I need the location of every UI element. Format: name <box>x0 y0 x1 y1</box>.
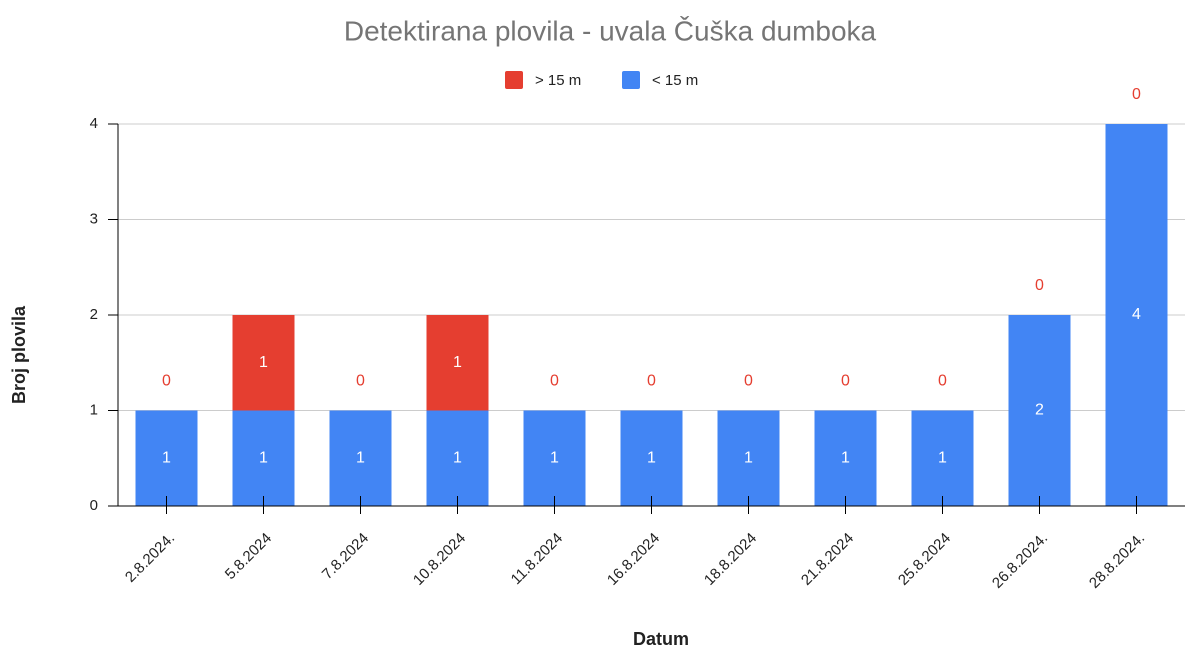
x-tick-label: 7.8.2024 <box>319 530 372 583</box>
legend-swatch <box>505 71 523 89</box>
data-label: 1 <box>841 449 850 466</box>
data-label: 0 <box>162 373 171 390</box>
x-tick-label: 25.8.2024 <box>895 530 954 589</box>
data-label: 1 <box>744 449 753 466</box>
bar <box>717 410 780 506</box>
x-tick-label: 5.8.2024 <box>222 530 275 583</box>
data-label: 1 <box>162 449 171 466</box>
x-tick-label: 2.8.2024. <box>122 530 178 586</box>
data-label: 4 <box>1132 306 1141 323</box>
x-tick-label: 11.8.2024 <box>508 530 566 588</box>
legend-label: > 15 m <box>535 72 581 89</box>
data-label: 0 <box>938 373 947 390</box>
data-label: 0 <box>841 373 850 390</box>
chart-title: Detektirana plovila - uvala Čuška dumbok… <box>344 15 877 46</box>
data-label: 1 <box>550 449 559 466</box>
y-tick-label: 4 <box>90 115 98 132</box>
y-tick-label: 1 <box>90 401 98 418</box>
data-label: 0 <box>550 373 559 390</box>
x-tick-label: 21.8.2024 <box>798 530 857 589</box>
bar <box>232 315 295 411</box>
bar <box>620 410 683 506</box>
x-tick-label: 18.8.2024 <box>701 530 760 589</box>
legend-label: < 15 m <box>652 72 698 89</box>
data-label: 1 <box>938 449 947 466</box>
data-label: 1 <box>259 449 268 466</box>
data-label: 0 <box>647 373 656 390</box>
bar <box>329 410 392 506</box>
bar <box>135 410 198 506</box>
bar <box>426 410 489 506</box>
x-tick-label: 10.8.2024 <box>410 530 469 589</box>
y-tick-label: 0 <box>90 497 98 514</box>
bar <box>814 410 877 506</box>
data-label: 2 <box>1035 402 1044 419</box>
data-label: 0 <box>1035 277 1044 294</box>
x-tick-label: 26.8.2024. <box>989 530 1051 592</box>
bar <box>1008 315 1071 506</box>
bar <box>1105 124 1168 506</box>
data-label: 0 <box>744 373 753 390</box>
bar <box>232 410 295 506</box>
data-label: 0 <box>356 373 365 390</box>
data-label: 1 <box>453 354 462 371</box>
y-tick-label: 3 <box>90 210 98 227</box>
legend-swatch <box>622 71 640 89</box>
data-label: 1 <box>453 449 462 466</box>
x-axis-label: Datum <box>633 629 689 649</box>
data-label: 1 <box>356 449 365 466</box>
x-tick-label: 28.8.2024. <box>1086 530 1148 592</box>
bar <box>426 315 489 411</box>
bar <box>523 410 586 506</box>
data-label: 1 <box>259 354 268 371</box>
y-tick-label: 2 <box>90 306 98 323</box>
y-axis-label: Broj plovila <box>9 305 29 404</box>
x-tick-label: 16.8.2024 <box>604 530 663 589</box>
data-label: 1 <box>647 449 656 466</box>
bar <box>911 410 974 506</box>
data-label: 0 <box>1132 86 1141 103</box>
